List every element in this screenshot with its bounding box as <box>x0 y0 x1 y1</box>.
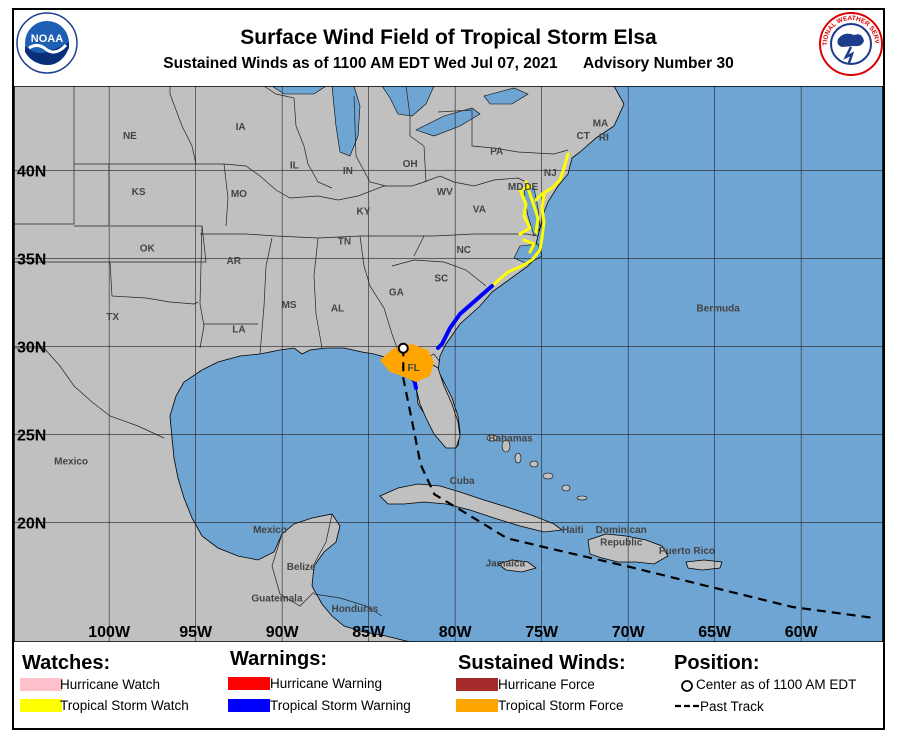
longitude-label: 80W <box>439 624 473 641</box>
latitude-label: 40N <box>17 163 46 180</box>
place-label: Cuba <box>450 476 475 487</box>
place-label: NC <box>457 245 471 256</box>
place-label: Belize <box>287 562 316 573</box>
hurricane-watch-swatch <box>20 678 62 691</box>
longitude-label: 75W <box>525 624 559 641</box>
place-label: KY <box>357 206 371 217</box>
place-label: TX <box>106 312 119 323</box>
place-label: Bermuda <box>696 303 740 314</box>
place-label: NJ <box>544 168 557 179</box>
past-track-label: Past Track <box>700 699 764 714</box>
longitude-label: 90W <box>266 624 300 641</box>
hurricane-warning-label: Hurricane Warning <box>270 676 383 691</box>
place-label: MA <box>593 118 609 129</box>
place-label: TN <box>338 236 351 247</box>
longitude-label: 70W <box>612 624 646 641</box>
hurricane-force-label: Hurricane Force <box>498 677 595 692</box>
hurricane-watch-label: Hurricane Watch <box>60 677 161 692</box>
cuba-land <box>379 483 564 533</box>
legend-watches-heading: Watches: <box>22 652 111 674</box>
place-label: AL <box>331 303 344 314</box>
great-lakes <box>271 86 529 157</box>
place-label: Dominican <box>596 525 647 536</box>
longitude-label: 100W <box>88 624 131 641</box>
legend-sustained-winds-heading: Sustained Winds: <box>458 652 626 674</box>
place-label: VA <box>473 205 486 216</box>
latitude-labels: 40N 35N 30N 25N 20N <box>17 163 46 532</box>
place-label: DE <box>524 182 538 193</box>
tropical-storm-force-swatch <box>456 699 498 712</box>
longitude-label: 95W <box>179 624 213 641</box>
place-label: SC <box>434 273 448 284</box>
tropical-storm-warning-swatch <box>228 699 270 712</box>
noaa-logo-text: NOAA <box>31 33 63 45</box>
tropical-storm-force-wind-field <box>380 344 434 382</box>
place-label: Guatemala <box>251 594 303 605</box>
political-borders <box>14 86 569 617</box>
place-label: PA <box>490 147 503 158</box>
tropical-storm-watch-coast <box>490 152 570 288</box>
place-label: GA <box>389 287 404 298</box>
longitude-labels: 100W 95W 90W 85W 80W 75W 70W 65W 60W <box>88 624 818 641</box>
past-track-line <box>402 348 871 619</box>
place-label: Puerto Rico <box>659 546 715 557</box>
hurricane-warning-swatch <box>228 677 270 690</box>
longitude-label: 65W <box>698 624 732 641</box>
place-labels: NE IA IL IN OH PA NJ MA CT RI MD DE KS MO WV VA KY TN NC OK… <box>54 118 740 615</box>
tropical-storm-watch-label: Tropical Storm Watch <box>60 698 189 713</box>
latitude-label: 20N <box>17 515 46 532</box>
map-subtitle: Sustained Winds as of 1100 AM EDT Wed Ju… <box>163 55 734 72</box>
place-label: CT <box>576 131 589 142</box>
place-label: WV <box>437 187 453 198</box>
bahamas-islands <box>486 434 588 501</box>
place-label: IL <box>290 161 299 172</box>
map-title: Surface Wind Field of Tropical Storm Els… <box>240 26 657 49</box>
nws-logo: NATIONAL WEATHER SERVICE <box>818 11 883 76</box>
north-america-land <box>14 86 625 642</box>
lat-lon-grid <box>14 86 883 642</box>
place-label: Republic <box>600 537 643 548</box>
tropical-storm-warning-label: Tropical Storm Warning <box>270 698 411 713</box>
longitude-label: 60W <box>785 624 819 641</box>
dashed-line-icon <box>675 704 699 708</box>
noaa-logo: NOAA <box>16 12 78 74</box>
place-label: MD <box>508 182 524 193</box>
wind-field-map: NE IA IL IN OH PA NJ MA CT RI MD DE KS MO WV VA KY TN NC OK… <box>14 86 883 642</box>
place-label: KS <box>132 187 146 198</box>
place-label: MO <box>231 189 247 200</box>
place-label: RI <box>599 133 609 144</box>
latitude-label: 25N <box>17 427 46 444</box>
tropical-storm-force-label: Tropical Storm Force <box>498 698 624 713</box>
legend-position-heading: Position: <box>674 652 760 674</box>
jamaica-land <box>497 559 537 573</box>
place-label: Jamaica <box>486 558 526 569</box>
place-label: OH <box>403 159 418 170</box>
storm-center-marker <box>397 342 409 354</box>
place-label: IN <box>343 166 353 177</box>
place-label: Bahamas <box>488 434 533 445</box>
longitude-label: 85W <box>352 624 386 641</box>
open-circle-icon <box>681 680 693 692</box>
center-position-label: Center as of 1100 AM EDT <box>696 677 857 692</box>
place-label: Haiti <box>562 525 584 536</box>
puerto-rico-land <box>685 559 723 571</box>
tropical-storm-watch-swatch <box>20 699 62 712</box>
place-label: Mexico <box>54 456 88 467</box>
place-label: OK <box>140 243 156 254</box>
place-label: Mexico <box>253 525 287 536</box>
legend: Watches: Hurricane Watch Tropical Storm … <box>14 648 883 728</box>
legend-warnings-heading: Warnings: <box>230 648 328 670</box>
latitude-label: 35N <box>17 251 46 268</box>
place-label: FL <box>408 363 420 374</box>
hurricane-force-swatch <box>456 678 498 691</box>
place-label: LA <box>232 324 245 335</box>
place-label: Honduras <box>331 604 378 615</box>
place-label: MS <box>282 300 297 311</box>
place-label: IA <box>236 122 246 133</box>
place-label: AR <box>226 256 241 267</box>
place-label: NE <box>123 131 137 142</box>
latitude-label: 30N <box>17 339 46 356</box>
